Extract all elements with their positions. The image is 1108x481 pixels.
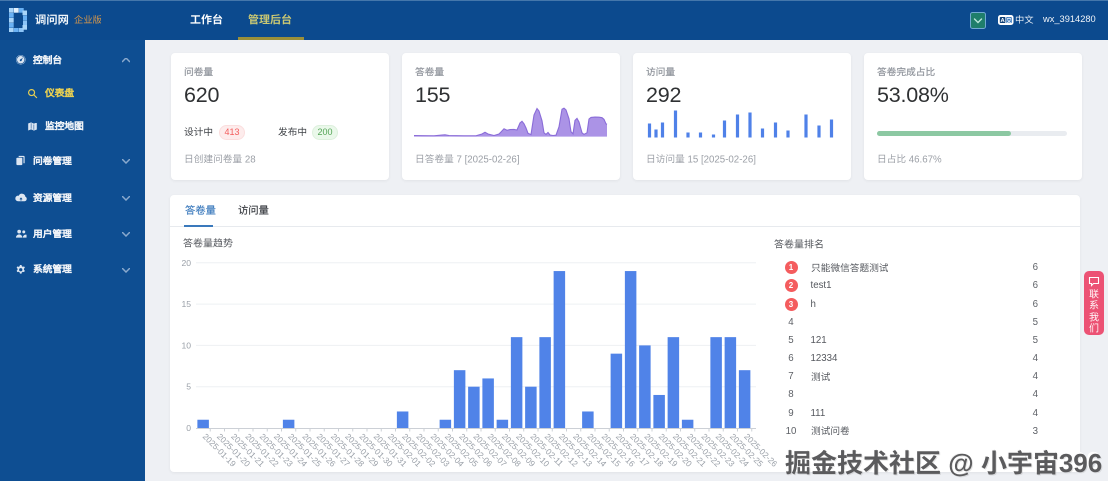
svg-text:5: 5 (186, 382, 191, 392)
svg-text:A: A (1001, 18, 1006, 24)
svg-text:15: 15 (181, 299, 191, 309)
svg-text:20: 20 (181, 258, 191, 268)
svg-text:10: 10 (181, 340, 191, 350)
svg-text:0: 0 (186, 423, 191, 433)
